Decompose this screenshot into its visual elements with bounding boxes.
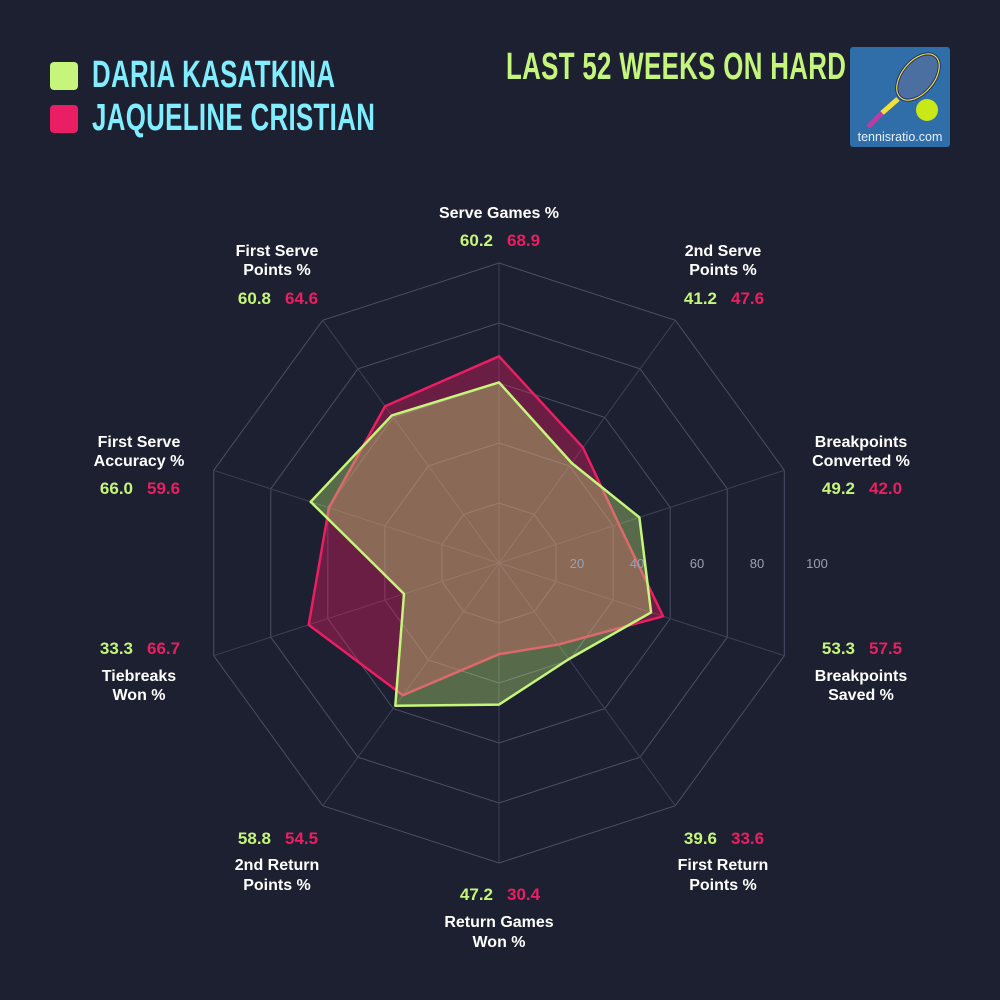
legend-label: DARIA KASATKINA	[92, 54, 336, 96]
tick-label: 60	[690, 556, 704, 571]
tennisratio-logo: tennisratio.com	[850, 47, 950, 147]
value-label-kasatkina: 60.8	[238, 289, 271, 308]
legend-item-kasatkina: DARIA KASATKINA	[50, 54, 450, 97]
value-label-kasatkina: 60.2	[460, 231, 493, 250]
axis-label: Points %	[243, 262, 311, 279]
value-label-kasatkina: 39.6	[684, 829, 717, 848]
value-label-kasatkina: 41.2	[684, 289, 717, 308]
logo-text: tennisratio.com	[857, 130, 943, 144]
axis-label: Tiebreaks	[102, 668, 177, 685]
value-label-cristian: 68.9	[507, 231, 540, 250]
axis-label: 2nd Serve	[685, 243, 762, 260]
grid-spoke	[498, 562, 676, 806]
legend-label: JAQUELINE CRISTIAN	[92, 97, 376, 139]
tick-label: 40	[630, 556, 644, 571]
axis-label: Converted %	[812, 453, 910, 470]
axis-label: Won %	[472, 934, 525, 951]
tick-label: 80	[750, 556, 764, 571]
value-label-cristian: 47.6	[731, 289, 764, 308]
grid-spoke	[498, 469, 785, 564]
axis-label: Points %	[243, 877, 311, 894]
grid-spoke	[498, 320, 676, 564]
value-label-kasatkina: 47.2	[460, 885, 493, 904]
axis-label: First Serve	[98, 434, 181, 451]
value-label-cristian: 33.6	[731, 829, 764, 848]
grid-spoke	[213, 469, 500, 564]
legend-swatch	[50, 61, 78, 90]
chart-title: LAST 52 WEEKS ON HARD	[506, 46, 847, 88]
axis-label: First Return	[678, 857, 769, 874]
axis-label: Return Games	[444, 914, 553, 931]
legend-swatch	[50, 104, 78, 133]
value-label-kasatkina: 33.3	[100, 639, 133, 658]
value-label-cristian: 59.6	[147, 479, 180, 498]
value-label-kasatkina: 53.3	[822, 639, 855, 658]
value-label-cristian: 64.6	[285, 289, 318, 308]
series-area-cristian	[307, 355, 665, 697]
grid-spoke	[322, 562, 500, 806]
value-label-cristian: 57.5	[869, 639, 902, 658]
grid-spoke	[498, 562, 785, 657]
legend-item-cristian: JAQUELINE CRISTIAN	[50, 97, 508, 140]
axis-label: Breakpoints	[815, 434, 908, 451]
axis-label: Accuracy %	[94, 453, 185, 470]
value-label-cristian: 66.7	[147, 639, 180, 658]
axis-label: Points %	[689, 262, 757, 279]
grid-spoke	[322, 320, 500, 564]
axis-label: Saved %	[828, 687, 894, 704]
tennis-racket-ball-icon	[866, 52, 941, 129]
value-label-cristian: 30.4	[507, 885, 541, 904]
tick-label: 20	[570, 556, 584, 571]
axis-label: Won %	[112, 687, 165, 704]
axis-label: Points %	[689, 877, 757, 894]
tick-label: 100	[806, 556, 828, 571]
grid-spoke	[213, 562, 500, 657]
axis-label: 2nd Return	[235, 857, 319, 874]
value-label-cristian: 42.0	[869, 479, 902, 498]
axis-label: First Serve	[236, 243, 319, 260]
value-label-kasatkina: 58.8	[238, 829, 271, 848]
value-label-kasatkina: 66.0	[100, 479, 133, 498]
value-label-cristian: 54.5	[285, 829, 318, 848]
axis-label: Breakpoints	[815, 668, 908, 685]
axis-label: Serve Games %	[439, 205, 559, 222]
value-label-kasatkina: 49.2	[822, 479, 855, 498]
series-area-kasatkina	[309, 381, 653, 707]
